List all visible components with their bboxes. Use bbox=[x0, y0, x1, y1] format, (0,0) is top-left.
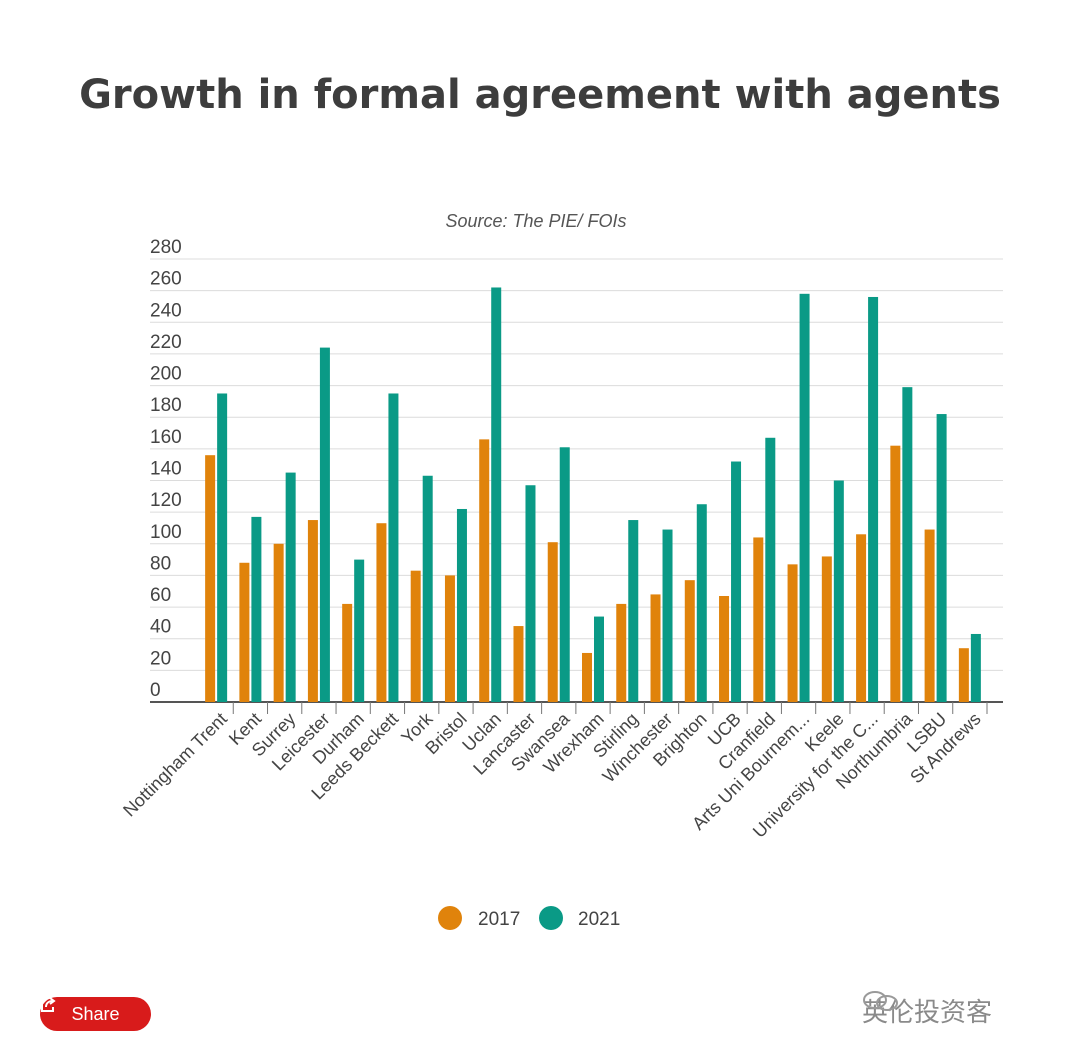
share-icon bbox=[41, 997, 56, 1012]
legend-label: 2021 bbox=[578, 909, 620, 930]
bar-2017-18 bbox=[821, 556, 832, 702]
bar-2017-10 bbox=[547, 542, 558, 702]
y-tick-label: 280 bbox=[150, 237, 182, 258]
bar-2017-6 bbox=[410, 570, 421, 702]
bar-2021-15 bbox=[731, 461, 742, 702]
bar-2021-2 bbox=[285, 472, 296, 702]
chart-subtitle: Source: The PIE/ FOIs bbox=[445, 211, 626, 231]
bar-2017-9 bbox=[513, 626, 524, 702]
wechat-icon bbox=[863, 991, 898, 1011]
y-tick-label: 140 bbox=[150, 459, 182, 480]
bar-2017-14 bbox=[684, 580, 695, 702]
chart-title: Growth in formal agreement with agents bbox=[79, 72, 1001, 118]
y-tick-label: 260 bbox=[150, 269, 182, 290]
legend-label: 2017 bbox=[478, 909, 520, 930]
bar-2021-13 bbox=[662, 529, 673, 702]
y-tick-label: 60 bbox=[150, 585, 171, 606]
bar-2017-0 bbox=[205, 455, 216, 702]
bar-2021-7 bbox=[456, 508, 467, 702]
bar-2021-20 bbox=[902, 387, 913, 702]
bar-2017-15 bbox=[719, 595, 730, 702]
share-button[interactable]: Share bbox=[40, 997, 151, 1031]
bar-2017-4 bbox=[342, 603, 353, 702]
bar-2021-4 bbox=[354, 559, 365, 702]
bar-2017-8 bbox=[479, 439, 490, 702]
bar-2021-21 bbox=[936, 414, 947, 702]
legend-marker-2021 bbox=[539, 906, 563, 930]
y-tick-label: 120 bbox=[150, 490, 182, 511]
bar-2017-22 bbox=[958, 648, 969, 702]
bar-2021-10 bbox=[559, 447, 570, 702]
share-label: Share bbox=[71, 1003, 120, 1024]
y-tick-label: 160 bbox=[150, 427, 182, 448]
y-tick-label: 180 bbox=[150, 395, 182, 416]
bar-2021-8 bbox=[491, 287, 502, 702]
bar-2021-11 bbox=[594, 616, 604, 702]
bar-2017-3 bbox=[307, 520, 318, 702]
x-tick-labels: Nottingham TrentKentSurreyLeicesterDurha… bbox=[119, 702, 988, 842]
y-tick-label: 240 bbox=[150, 300, 182, 321]
bar-2021-0 bbox=[217, 393, 228, 702]
bar-2017-21 bbox=[924, 529, 935, 702]
bar-2017-5 bbox=[376, 523, 387, 702]
bar-2017-12 bbox=[616, 603, 627, 702]
bar-2021-1 bbox=[251, 516, 262, 702]
legend: 2017 2021 bbox=[438, 906, 620, 930]
bar-2017-11 bbox=[582, 652, 592, 702]
x-tick-label: Nottingham Trent bbox=[119, 709, 231, 821]
bar-2017-2 bbox=[273, 543, 284, 702]
bar-2017-7 bbox=[444, 575, 455, 702]
bar-2017-1 bbox=[239, 562, 250, 702]
y-tick-label: 200 bbox=[150, 364, 182, 385]
bar-2021-19 bbox=[868, 296, 879, 702]
bar-2021-14 bbox=[696, 504, 707, 702]
y-tick-label: 40 bbox=[150, 617, 171, 638]
bar-2017-20 bbox=[890, 445, 901, 702]
y-tick-label: 20 bbox=[150, 648, 171, 669]
bar-2021-17 bbox=[799, 293, 810, 702]
bar-2021-5 bbox=[388, 393, 399, 702]
bar-2017-17 bbox=[787, 564, 798, 702]
bars bbox=[205, 287, 981, 702]
bar-2021-22 bbox=[970, 633, 981, 702]
watermark-text: 英伦投资客 bbox=[862, 997, 993, 1028]
y-tick-label: 0 bbox=[150, 680, 161, 701]
y-tick-label: 220 bbox=[150, 332, 182, 353]
bar-2017-16 bbox=[753, 537, 764, 702]
y-tick-label: 80 bbox=[150, 553, 171, 574]
legend-marker-2017 bbox=[438, 906, 462, 930]
y-tick-label: 100 bbox=[150, 522, 182, 543]
bar-2021-3 bbox=[319, 347, 330, 702]
bar-2021-16 bbox=[765, 437, 776, 702]
bar-2021-12 bbox=[628, 520, 639, 702]
y-tick-labels: 0 20 40 60 80 100 120 140 160 180 200 220 240 260 280 bbox=[150, 237, 182, 701]
bar-2021-6 bbox=[422, 475, 433, 702]
bar-2021-9 bbox=[525, 485, 536, 702]
bar-2021-18 bbox=[833, 480, 844, 702]
chart-svg: Source: The PIE/ FOIs 0 20 40 60 80 100 120 140… bbox=[119, 211, 1003, 930]
watermark: 英伦投资客 bbox=[862, 990, 1062, 1030]
bar-2017-13 bbox=[650, 594, 661, 702]
bar-2017-19 bbox=[856, 534, 867, 702]
